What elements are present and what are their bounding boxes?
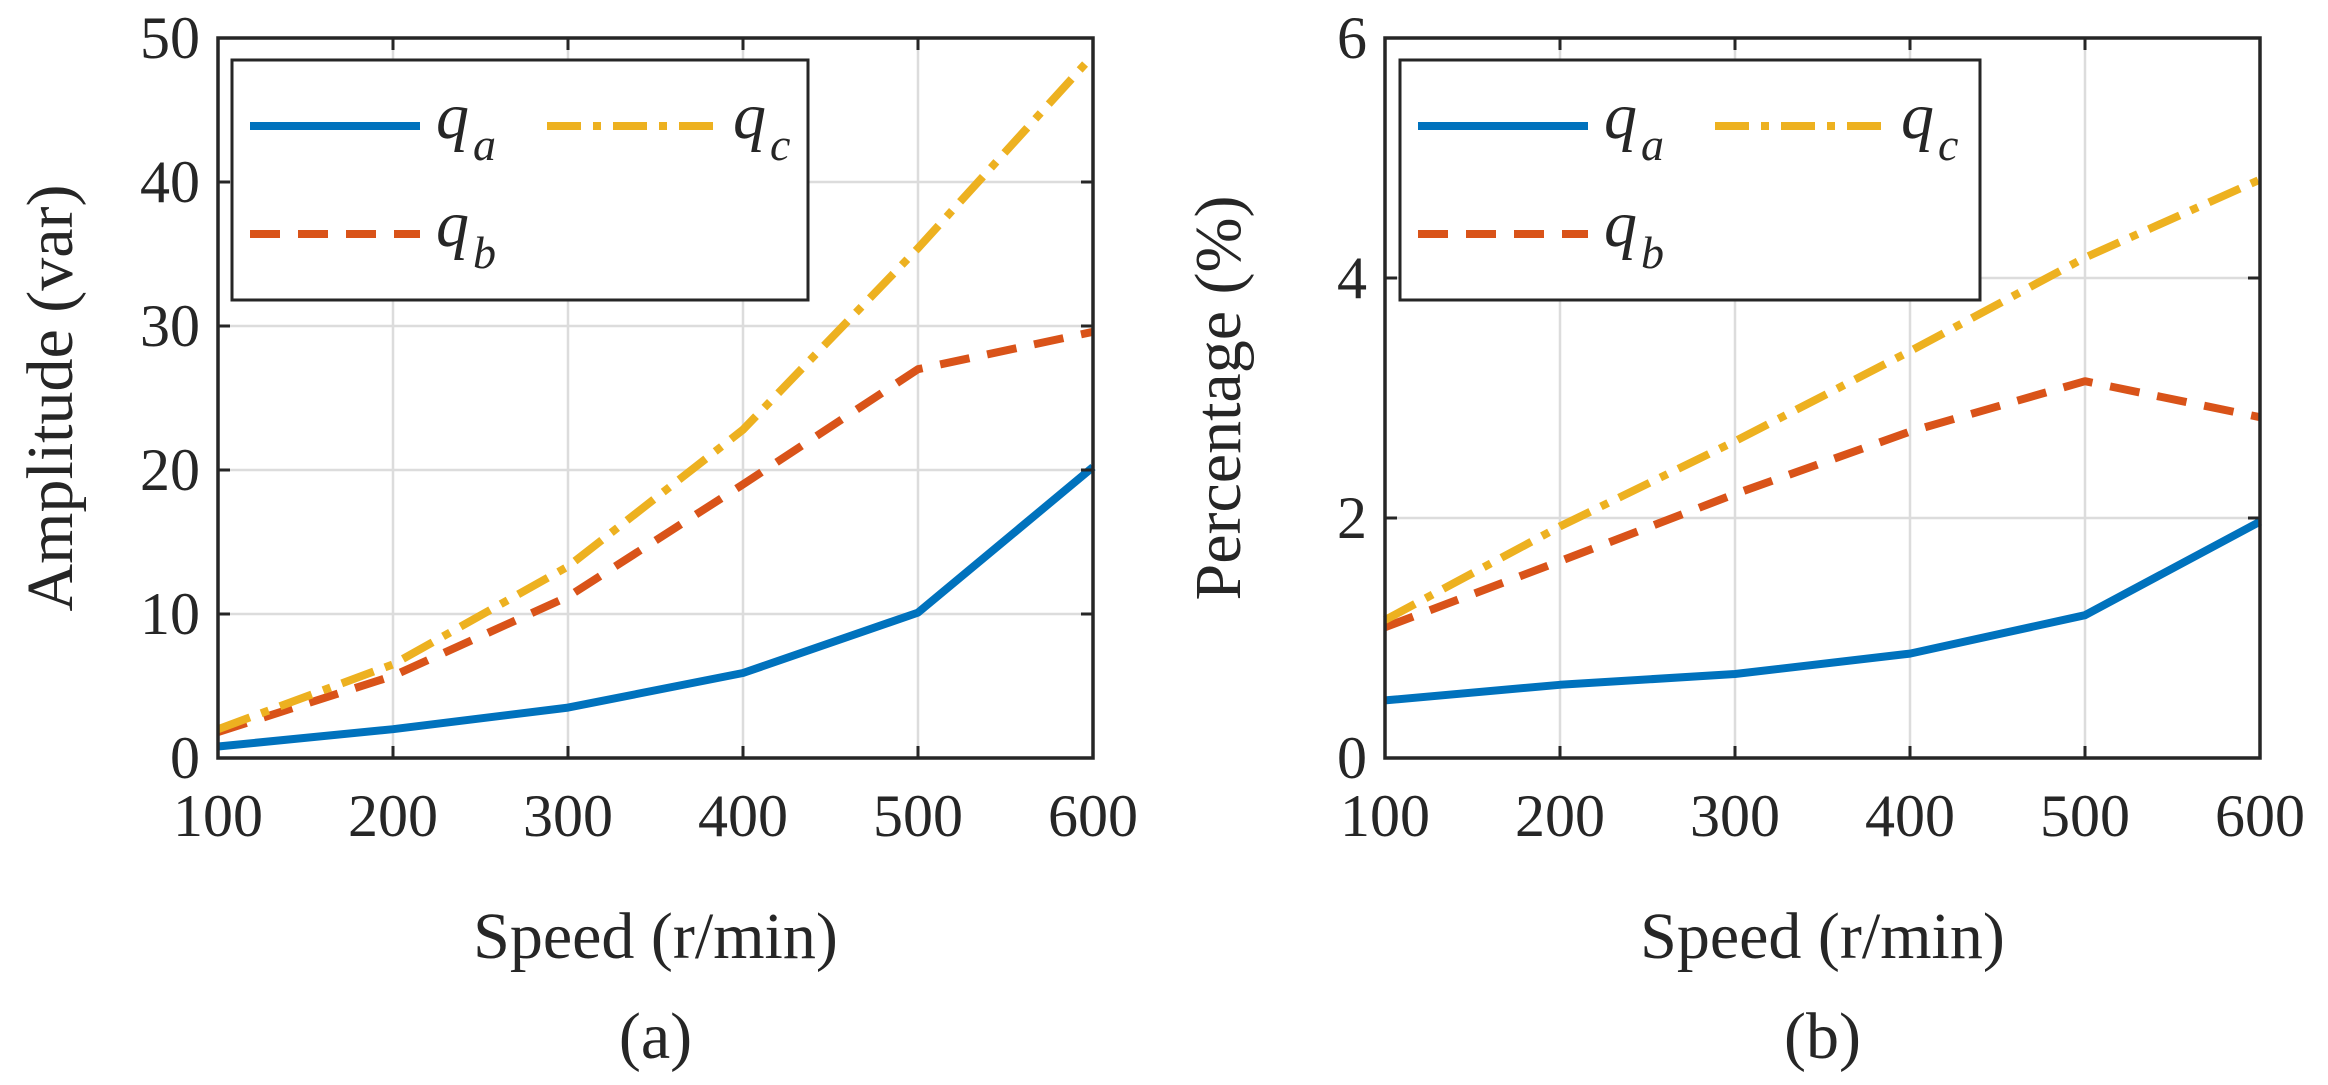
legend-label-qb: qb bbox=[1604, 188, 1664, 278]
chart-a: 100 200 300 400 500 600 0 10 20 30 40 50 Speed (r/mi… bbox=[14, 5, 1138, 1073]
legend: qa qb qc bbox=[230, 58, 810, 302]
legend-box bbox=[1398, 58, 1982, 302]
legend-label-qa: qa bbox=[1604, 80, 1664, 170]
x-tick-label: 600 bbox=[1048, 783, 1138, 849]
x-tick-label: 300 bbox=[523, 783, 613, 849]
legend-label-qc: qc bbox=[733, 80, 790, 170]
series-line-qc bbox=[1383, 175, 2262, 624]
legend-box bbox=[230, 58, 810, 302]
chart-b: 100 200 300 400 500 600 0 2 4 6 Speed (r/min) Perce… bbox=[1182, 5, 2305, 1073]
series-line-qa bbox=[1384, 518, 2262, 705]
x-tick-label: 100 bbox=[1340, 783, 1430, 849]
subfigure-caption: (a) bbox=[619, 1000, 692, 1073]
subfigure-caption: (b) bbox=[1784, 1000, 1861, 1073]
y-tick-label: 20 bbox=[140, 437, 200, 503]
legend-label-qc: qc bbox=[1901, 80, 1958, 170]
x-tick-label: 400 bbox=[698, 783, 788, 849]
y-tick-label: 50 bbox=[140, 5, 200, 71]
x-tick-label: 600 bbox=[2215, 783, 2305, 849]
y-axis-label: Amplitude (var) bbox=[14, 184, 87, 611]
y-tick-label: 0 bbox=[170, 725, 200, 791]
x-tick-label: 400 bbox=[1865, 783, 1955, 849]
x-axis-label: Speed (r/min) bbox=[473, 900, 838, 973]
x-tick-label: 500 bbox=[873, 783, 963, 849]
x-tick-label: 200 bbox=[1515, 783, 1605, 849]
series-line-qb bbox=[216, 327, 1094, 736]
x-axis-label: Speed (r/min) bbox=[1640, 900, 2005, 973]
axes-box bbox=[1383, 36, 2262, 760]
x-tick-label: 100 bbox=[173, 783, 263, 849]
y-axis-label: Percentage (%) bbox=[1182, 196, 1255, 601]
legend-label-qb: qb bbox=[436, 188, 496, 278]
y-tick-label: 6 bbox=[1337, 5, 1367, 71]
series-line-qa bbox=[217, 464, 1096, 751]
legend-label-qa: qa bbox=[436, 80, 496, 170]
y-tick-label: 0 bbox=[1337, 725, 1367, 791]
axes-box bbox=[216, 36, 1095, 760]
x-tick-label: 200 bbox=[348, 783, 438, 849]
legend: qa qb qc bbox=[1398, 58, 1982, 302]
x-tick-label: 500 bbox=[2040, 783, 2130, 849]
y-tick-label: 30 bbox=[140, 293, 200, 359]
y-tick-label: 4 bbox=[1337, 245, 1367, 311]
y-tick-label: 2 bbox=[1337, 485, 1367, 551]
x-tick-label: 300 bbox=[1690, 783, 1780, 849]
series-line-qc bbox=[216, 52, 1096, 733]
series-line-qb bbox=[1383, 377, 2261, 631]
y-tick-label: 10 bbox=[140, 581, 200, 647]
y-tick-label: 40 bbox=[140, 149, 200, 215]
